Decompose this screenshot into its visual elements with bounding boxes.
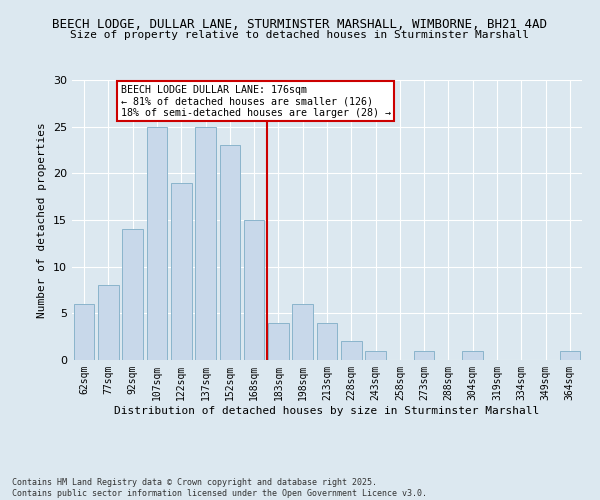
Bar — [365, 350, 386, 360]
Bar — [341, 342, 362, 360]
Bar — [171, 182, 191, 360]
Bar — [268, 322, 289, 360]
Bar — [195, 126, 216, 360]
Y-axis label: Number of detached properties: Number of detached properties — [37, 122, 47, 318]
Bar — [74, 304, 94, 360]
Bar — [463, 350, 483, 360]
Bar — [244, 220, 265, 360]
X-axis label: Distribution of detached houses by size in Sturminster Marshall: Distribution of detached houses by size … — [115, 406, 539, 415]
Bar — [220, 146, 240, 360]
Bar — [122, 230, 143, 360]
Text: BEECH LODGE DULLAR LANE: 176sqm
← 81% of detached houses are smaller (126)
18% o: BEECH LODGE DULLAR LANE: 176sqm ← 81% of… — [121, 84, 391, 118]
Bar — [98, 286, 119, 360]
Bar — [146, 126, 167, 360]
Bar — [292, 304, 313, 360]
Bar — [414, 350, 434, 360]
Text: Contains HM Land Registry data © Crown copyright and database right 2025.
Contai: Contains HM Land Registry data © Crown c… — [12, 478, 427, 498]
Text: BEECH LODGE, DULLAR LANE, STURMINSTER MARSHALL, WIMBORNE, BH21 4AD: BEECH LODGE, DULLAR LANE, STURMINSTER MA… — [53, 18, 548, 30]
Text: Size of property relative to detached houses in Sturminster Marshall: Size of property relative to detached ho… — [71, 30, 530, 40]
Bar — [317, 322, 337, 360]
Bar — [560, 350, 580, 360]
